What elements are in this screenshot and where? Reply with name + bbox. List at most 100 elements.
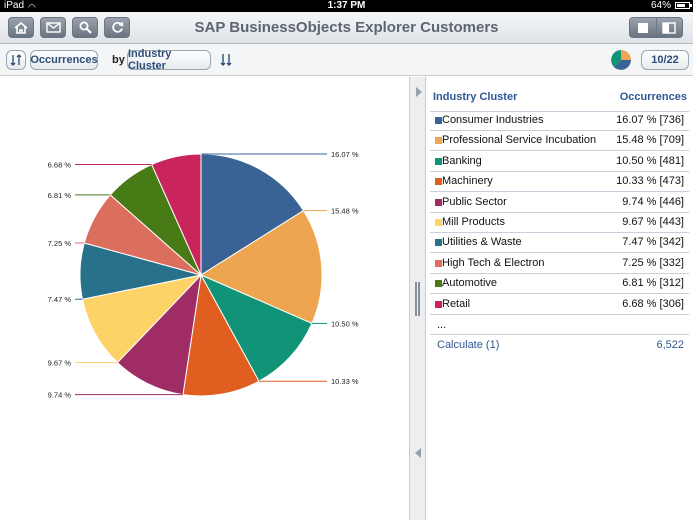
row-value: 9.67 % [443] xyxy=(622,216,684,228)
legend-swatch xyxy=(435,259,442,267)
row-value: 6.68 % [306] xyxy=(622,297,684,310)
sort-button[interactable] xyxy=(6,50,26,70)
title-bar: SAP BusinessObjects Explorer Customers xyxy=(0,12,693,44)
row-label: Mill Products xyxy=(442,216,505,228)
battery-icon xyxy=(675,2,692,9)
dimension-selector[interactable]: Industry Cluster xyxy=(127,48,211,72)
table-row[interactable]: Automotive 6.81 % [312] xyxy=(430,274,689,295)
pie-slice[interactable] xyxy=(199,273,313,382)
legend-swatch xyxy=(435,219,442,226)
slice-label: 15.48 % xyxy=(331,207,359,216)
more-rows-indicator[interactable]: ... xyxy=(437,319,447,331)
collapse-left-icon xyxy=(415,448,421,458)
legend-swatch xyxy=(435,300,442,308)
table-row[interactable]: High Tech & Electron 7.25 % [332] xyxy=(430,254,689,274)
row-value: 15.48 % [709] xyxy=(616,134,684,147)
row-label: Consumer Industries xyxy=(442,114,544,126)
pie-slice[interactable] xyxy=(151,153,202,276)
slice-label: 6.68 % xyxy=(48,161,72,170)
slice-label: 16.07 % xyxy=(331,150,359,159)
measure-selector[interactable]: Occurrences xyxy=(30,50,98,70)
mail-button[interactable] xyxy=(40,17,66,38)
table-row[interactable]: Professional Service Incubation 15.48 % [… xyxy=(430,131,689,152)
row-label: Banking xyxy=(442,154,482,167)
pie-chart-icon xyxy=(611,50,631,70)
analysis-toolbar: Occurrences by Industry Cluster 10/22 xyxy=(0,44,693,76)
view-toggle[interactable] xyxy=(629,17,683,38)
calculate-row[interactable]: Calculate (1) 6,522 xyxy=(430,334,689,354)
row-label: Retail xyxy=(442,297,471,310)
pie-slice[interactable] xyxy=(81,274,203,364)
dimension-sort-button[interactable] xyxy=(219,53,233,67)
calculate-value: 6,522 xyxy=(656,339,684,351)
slice-label: 9.67 % xyxy=(48,359,72,368)
row-value: 9.74 % [446] xyxy=(622,195,684,208)
chart-type-button[interactable] xyxy=(610,49,632,71)
home-icon xyxy=(14,21,28,34)
table-row[interactable]: Consumer Industries 16.07 % [736] xyxy=(430,111,689,131)
column-header-dimension[interactable]: Industry Cluster xyxy=(433,91,518,103)
single-pane-icon xyxy=(637,22,648,33)
row-value: 7.25 % [332] xyxy=(622,256,684,269)
expand-right-icon xyxy=(416,87,422,97)
chart-panel: 16.07 % 15.48 % 10.50 % 10.33 % 9.74 % 9.67 %… xyxy=(0,77,410,520)
sort-order-icon xyxy=(220,54,232,66)
row-value: 6.81 % [312] xyxy=(622,277,684,290)
clock: 1:37 PM xyxy=(327,0,366,11)
refresh-icon xyxy=(111,21,123,33)
single-view-button[interactable] xyxy=(630,18,656,37)
row-label: Utilities & Waste xyxy=(442,236,522,249)
table-row[interactable]: Retail 6.68 % [306] xyxy=(430,295,689,315)
row-label: High Tech & Electron xyxy=(442,256,545,269)
pie-chart: 16.07 % 15.48 % 10.50 % 10.33 % 9.74 % 9.67 %… xyxy=(48,150,359,400)
row-label: Machinery xyxy=(442,175,493,188)
row-label: Professional Service Incubation xyxy=(442,134,597,147)
page-indicator[interactable]: 10/22 xyxy=(641,50,689,70)
by-label: by xyxy=(112,54,125,66)
legend-swatch xyxy=(435,137,442,145)
status-bar: iPad ◠ 1:37 PM 64% xyxy=(0,0,693,12)
table-row[interactable]: Utilities & Waste 7.47 % [342] xyxy=(430,233,689,254)
slice-label: 7.25 % xyxy=(48,239,72,248)
row-value: 16.07 % [736] xyxy=(616,114,684,126)
slice-label: 10.50 % xyxy=(331,319,359,328)
legend-swatch xyxy=(435,117,442,124)
search-button[interactable] xyxy=(72,17,98,38)
slice-label: 7.47 % xyxy=(48,295,72,304)
pie-slice[interactable] xyxy=(199,209,323,325)
data-table-panel: Industry Cluster Occurrences Consumer In… xyxy=(426,77,693,520)
home-button[interactable] xyxy=(8,17,34,38)
row-value: 10.50 % [481] xyxy=(616,154,684,167)
column-header-measure[interactable]: Occurrences xyxy=(619,91,687,103)
slice-label: 10.33 % xyxy=(331,377,359,386)
battery-percent: 64% xyxy=(650,0,671,11)
row-value: 10.33 % [473] xyxy=(616,175,684,188)
legend-swatch xyxy=(435,280,442,288)
split-view-button[interactable] xyxy=(655,18,683,37)
slice-label: 9.74 % xyxy=(48,391,72,400)
panel-divider[interactable] xyxy=(409,77,426,520)
legend-swatch xyxy=(435,157,442,165)
slice-label: 6.81 % xyxy=(48,191,72,200)
search-icon xyxy=(79,21,92,34)
legend-swatch xyxy=(435,178,442,186)
page-title: SAP BusinessObjects Explorer Customers xyxy=(194,19,499,36)
row-value: 7.47 % [342] xyxy=(622,236,684,249)
calculate-label[interactable]: Calculate (1) xyxy=(437,339,500,351)
resize-grip[interactable] xyxy=(415,282,420,316)
legend-swatch xyxy=(435,239,442,247)
row-label: Automotive xyxy=(442,277,498,290)
table-row[interactable]: Public Sector 9.74 % [446] xyxy=(430,193,689,213)
table-row[interactable]: Banking 10.50 % [481] xyxy=(430,152,689,172)
pie-slice[interactable] xyxy=(182,273,260,397)
carrier-label: iPad xyxy=(4,0,25,11)
mail-icon xyxy=(45,22,61,33)
split-pane-icon xyxy=(662,21,676,34)
table-row[interactable]: Mill Products 9.67 % [443] xyxy=(430,213,689,233)
wifi-icon: ◠ xyxy=(28,2,36,12)
legend-swatch xyxy=(435,198,442,206)
refresh-button[interactable] xyxy=(104,17,130,38)
header-separator xyxy=(430,111,689,112)
row-label: Public Sector xyxy=(442,195,507,208)
table-row[interactable]: Machinery 10.33 % [473] xyxy=(430,172,689,193)
